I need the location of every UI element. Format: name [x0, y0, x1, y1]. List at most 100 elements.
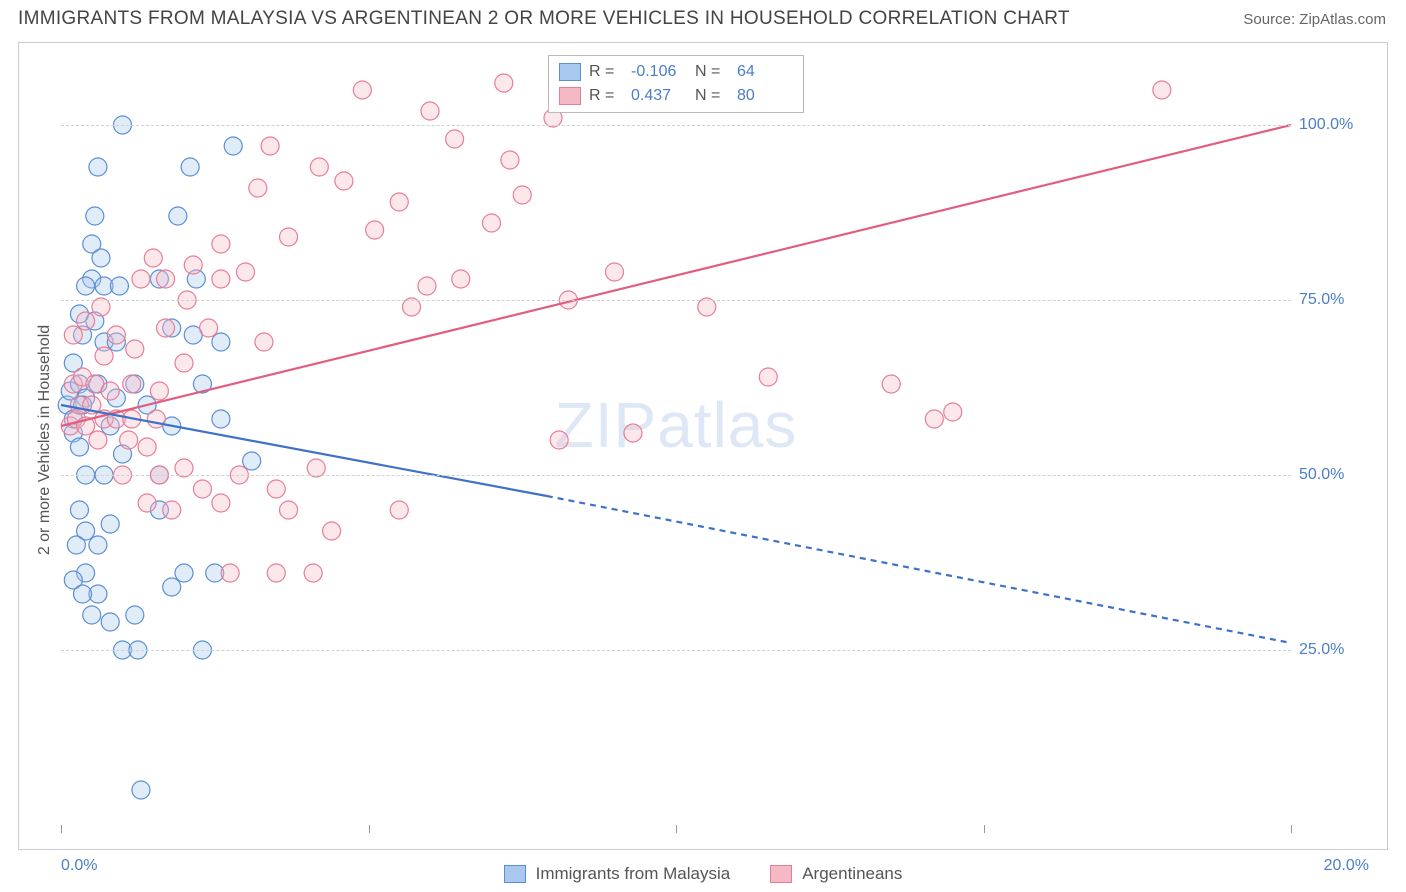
x-tick: [369, 825, 370, 833]
data-point: [280, 228, 298, 246]
data-point: [120, 431, 138, 449]
y-tick-label: 100.0%: [1299, 116, 1379, 134]
scatter-svg: [61, 55, 1291, 825]
swatch-series2: [559, 87, 581, 105]
data-point: [224, 137, 242, 155]
data-point: [212, 235, 230, 253]
data-point: [138, 494, 156, 512]
gridline: [61, 125, 1291, 126]
data-point: [446, 130, 464, 148]
data-point: [157, 319, 175, 337]
data-point: [95, 347, 113, 365]
data-point: [89, 158, 107, 176]
data-point: [64, 326, 82, 344]
y-tick-label: 50.0%: [1299, 466, 1379, 484]
data-point: [181, 158, 199, 176]
x-tick: [61, 825, 62, 833]
data-point: [759, 368, 777, 386]
data-point: [418, 277, 436, 295]
data-point: [175, 354, 193, 372]
data-point: [304, 564, 322, 582]
data-point: [89, 536, 107, 554]
data-point: [353, 81, 371, 99]
x-tick: [984, 825, 985, 833]
data-point: [163, 578, 181, 596]
trend-line: [61, 405, 547, 496]
swatch-series1: [559, 63, 581, 81]
data-point: [280, 501, 298, 519]
data-point: [107, 326, 125, 344]
data-point: [184, 256, 202, 274]
data-point: [200, 319, 218, 337]
y-tick-label: 75.0%: [1299, 291, 1379, 309]
data-point: [92, 249, 110, 267]
data-point: [74, 585, 92, 603]
data-point: [501, 151, 519, 169]
data-point: [175, 564, 193, 582]
x-tick: [676, 825, 677, 833]
data-point: [323, 522, 341, 540]
data-point: [310, 158, 328, 176]
data-point: [132, 781, 150, 799]
data-point: [77, 312, 95, 330]
legend-item-malaysia: Immigrants from Malaysia: [504, 864, 731, 884]
x-tick: [1291, 825, 1292, 833]
data-point: [77, 277, 95, 295]
data-point: [267, 480, 285, 498]
source-attribution: Source: ZipAtlas.com: [1243, 11, 1386, 28]
data-point: [83, 606, 101, 624]
swatch-malaysia-icon: [504, 865, 526, 883]
data-point: [212, 270, 230, 288]
data-point: [606, 263, 624, 281]
data-point: [212, 333, 230, 351]
data-point: [212, 494, 230, 512]
data-point: [366, 221, 384, 239]
data-point: [390, 501, 408, 519]
data-point: [70, 438, 88, 456]
data-point: [86, 207, 104, 225]
data-point: [513, 186, 531, 204]
swatch-argentinean-icon: [770, 865, 792, 883]
data-point: [138, 438, 156, 456]
data-point: [421, 102, 439, 120]
data-point: [452, 270, 470, 288]
gridline: [61, 650, 1291, 651]
data-point: [212, 410, 230, 428]
data-point: [193, 480, 211, 498]
trend-line: [547, 496, 1291, 643]
data-point: [126, 340, 144, 358]
y-axis-title: 2 or more Vehicles in Household: [36, 325, 54, 555]
plot-area: 2 or more Vehicles in Household ZIPatlas…: [61, 55, 1291, 825]
data-point: [255, 333, 273, 351]
data-point: [237, 263, 255, 281]
legend-row-1: R = -0.106 N = 64: [559, 60, 793, 84]
data-point: [67, 536, 85, 554]
data-point: [243, 452, 261, 470]
data-point: [101, 515, 119, 533]
data-point: [550, 431, 568, 449]
data-point: [495, 74, 513, 92]
data-point: [157, 270, 175, 288]
correlation-legend: R = -0.106 N = 64 R = 0.437 N = 80: [548, 55, 804, 113]
data-point: [144, 249, 162, 267]
data-point: [163, 501, 181, 519]
data-point: [110, 277, 128, 295]
data-point: [221, 564, 239, 582]
data-point: [261, 137, 279, 155]
legend-item-argentinean: Argentineans: [770, 864, 902, 884]
data-point: [624, 424, 642, 442]
data-point: [89, 431, 107, 449]
chart-frame: 2 or more Vehicles in Household ZIPatlas…: [18, 42, 1388, 850]
data-point: [390, 193, 408, 211]
chart-title: IMMIGRANTS FROM MALAYSIA VS ARGENTINEAN …: [18, 8, 1070, 30]
data-point: [150, 382, 168, 400]
gridline: [61, 475, 1291, 476]
data-point: [925, 410, 943, 428]
legend-row-2: R = 0.437 N = 80: [559, 84, 793, 108]
data-point: [101, 613, 119, 631]
data-point: [126, 606, 144, 624]
data-point: [249, 179, 267, 197]
gridline: [61, 300, 1291, 301]
data-point: [944, 403, 962, 421]
data-point: [101, 382, 119, 400]
